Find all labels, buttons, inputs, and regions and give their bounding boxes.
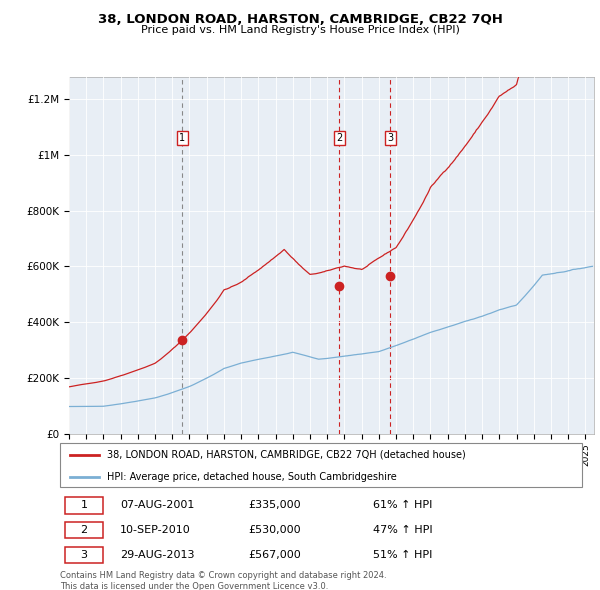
Text: Price paid vs. HM Land Registry's House Price Index (HPI): Price paid vs. HM Land Registry's House … [140, 25, 460, 35]
Text: 29-AUG-2013: 29-AUG-2013 [120, 550, 194, 560]
Text: 07-AUG-2001: 07-AUG-2001 [120, 500, 194, 510]
Text: 38, LONDON ROAD, HARSTON, CAMBRIDGE, CB22 7QH: 38, LONDON ROAD, HARSTON, CAMBRIDGE, CB2… [98, 13, 502, 26]
Bar [65, 522, 103, 539]
Text: 2: 2 [336, 133, 343, 143]
Text: HPI: Average price, detached house, South Cambridgeshire: HPI: Average price, detached house, Sout… [107, 472, 397, 482]
Text: 38, LONDON ROAD, HARSTON, CAMBRIDGE, CB22 7QH (detached house): 38, LONDON ROAD, HARSTON, CAMBRIDGE, CB2… [107, 450, 466, 460]
Text: 1: 1 [80, 500, 88, 510]
Text: £335,000: £335,000 [248, 500, 301, 510]
Bar [65, 547, 103, 563]
Text: 51% ↑ HPI: 51% ↑ HPI [373, 550, 433, 560]
Text: 3: 3 [80, 550, 88, 560]
Text: 1: 1 [179, 133, 185, 143]
Text: Contains HM Land Registry data © Crown copyright and database right 2024.
This d: Contains HM Land Registry data © Crown c… [60, 571, 386, 590]
Text: 3: 3 [387, 133, 393, 143]
Bar [65, 497, 103, 513]
Text: £567,000: £567,000 [248, 550, 301, 560]
Text: 47% ↑ HPI: 47% ↑ HPI [373, 525, 433, 535]
Text: 2: 2 [80, 525, 88, 535]
Text: 10-SEP-2010: 10-SEP-2010 [120, 525, 191, 535]
Text: 61% ↑ HPI: 61% ↑ HPI [373, 500, 433, 510]
Text: £530,000: £530,000 [248, 525, 301, 535]
